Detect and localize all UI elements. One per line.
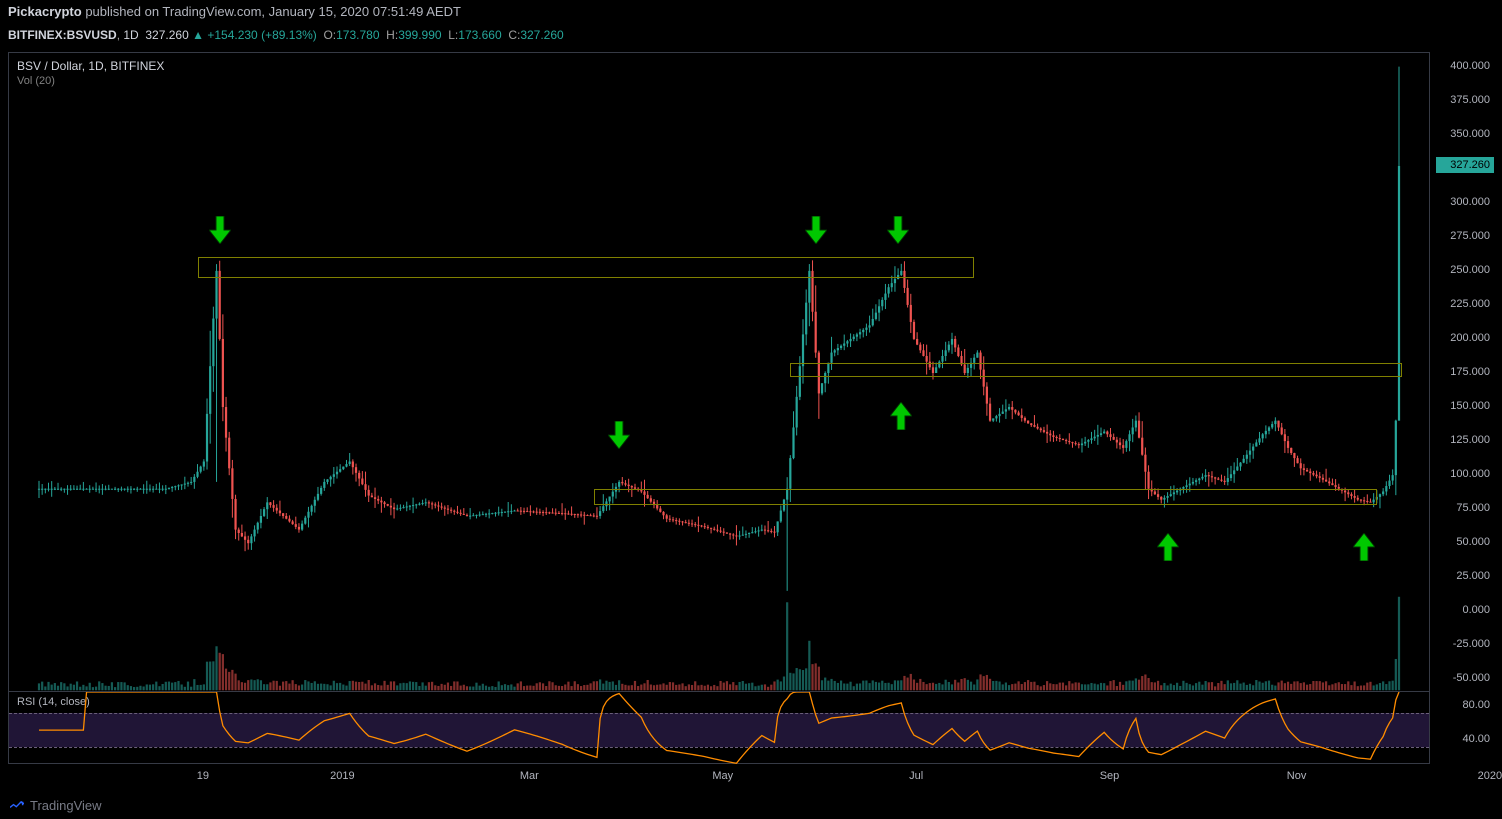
- timeframe: 1D: [123, 28, 138, 42]
- ohlc-bar: BITFINEX:BSVUSD, 1D 327.260 ▲ +154.230 (…: [8, 28, 564, 42]
- x-tick-label: Mar: [520, 770, 539, 782]
- y-tick-label: 50.000: [1456, 536, 1490, 548]
- y-tick-label: 25.000: [1456, 570, 1490, 582]
- price-chart[interactable]: BSV / Dollar, 1D, BITFINEX Vol (20): [8, 52, 1430, 692]
- price-zone: [198, 257, 975, 277]
- x-tick-label: 19: [197, 770, 209, 782]
- y-tick-label: 225.000: [1450, 298, 1490, 310]
- x-tick-label: May: [712, 770, 733, 782]
- rsi-tick-label: 40.00: [1462, 733, 1490, 745]
- arrow-up-icon: [890, 402, 912, 430]
- tradingview-logo-icon: [10, 801, 24, 811]
- price-zone: [594, 489, 1377, 505]
- rsi-panel[interactable]: RSI (14, close): [8, 692, 1430, 764]
- x-tick-label: Nov: [1287, 770, 1307, 782]
- symbol-name: BITFINEX:BSVUSD: [8, 28, 117, 42]
- up-triangle-icon: ▲: [192, 28, 204, 42]
- publish-timestamp: January 15, 2020 07:51:49 AEDT: [269, 4, 461, 19]
- close-value: 327.260: [520, 28, 563, 42]
- arrow-up-icon: [1353, 533, 1375, 561]
- x-tick-label: Jul: [909, 770, 923, 782]
- price-change: +154.230: [207, 28, 257, 42]
- y-tick-label: 275.000: [1450, 230, 1490, 242]
- y-tick-label: 250.000: [1450, 264, 1490, 276]
- rsi-canvas: [9, 692, 1431, 764]
- y-tick-label: 75.000: [1456, 502, 1490, 514]
- last-price: 327.260: [145, 28, 188, 42]
- price-y-axis: -50.000 -25.000 0.000 25.000 50.000 75.000 100…: [1432, 52, 1494, 692]
- y-tick-label: -50.000: [1453, 672, 1490, 684]
- y-tick-label: 150.000: [1450, 400, 1490, 412]
- y-tick-label: 175.000: [1450, 366, 1490, 378]
- last-price-tag: 327.260: [1436, 157, 1494, 173]
- open-value: 173.780: [336, 28, 379, 42]
- arrow-up-icon: [1157, 533, 1179, 561]
- x-tick-label: Sep: [1100, 770, 1120, 782]
- x-tick-label: 2019: [330, 770, 354, 782]
- y-tick-label: 375.000: [1450, 94, 1490, 106]
- y-tick-label: 200.000: [1450, 332, 1490, 344]
- rsi-y-axis: 40.00 80.00: [1432, 692, 1494, 764]
- y-tick-label: 400.000: [1450, 60, 1490, 72]
- y-tick-label: 0.000: [1462, 604, 1490, 616]
- arrow-down-icon: [209, 216, 231, 244]
- rsi-tick-label: 80.00: [1462, 699, 1490, 711]
- y-tick-label: -25.000: [1453, 638, 1490, 650]
- tradingview-watermark[interactable]: TradingView: [10, 798, 102, 813]
- y-tick-label: 125.000: [1450, 434, 1490, 446]
- y-tick-label: 350.000: [1450, 128, 1490, 140]
- y-tick-label: 100.000: [1450, 468, 1490, 480]
- price-zone: [790, 363, 1402, 377]
- x-tick-label: 2020: [1478, 770, 1502, 782]
- time-x-axis: 192019MarMayJulSepNov2020Mar: [8, 768, 1430, 788]
- price-change-pct: (+89.13%): [261, 28, 317, 42]
- y-tick-label: 300.000: [1450, 196, 1490, 208]
- low-value: 173.660: [458, 28, 501, 42]
- published-on: published on TradingView.com,: [85, 4, 265, 19]
- arrow-down-icon: [887, 216, 909, 244]
- high-value: 399.990: [398, 28, 441, 42]
- publisher-name: Pickacrypto: [8, 4, 82, 19]
- chart-attribution: Pickacrypto published on TradingView.com…: [8, 4, 461, 19]
- arrow-down-icon: [608, 421, 630, 449]
- tradingview-brand: TradingView: [30, 798, 102, 813]
- arrow-down-icon: [805, 216, 827, 244]
